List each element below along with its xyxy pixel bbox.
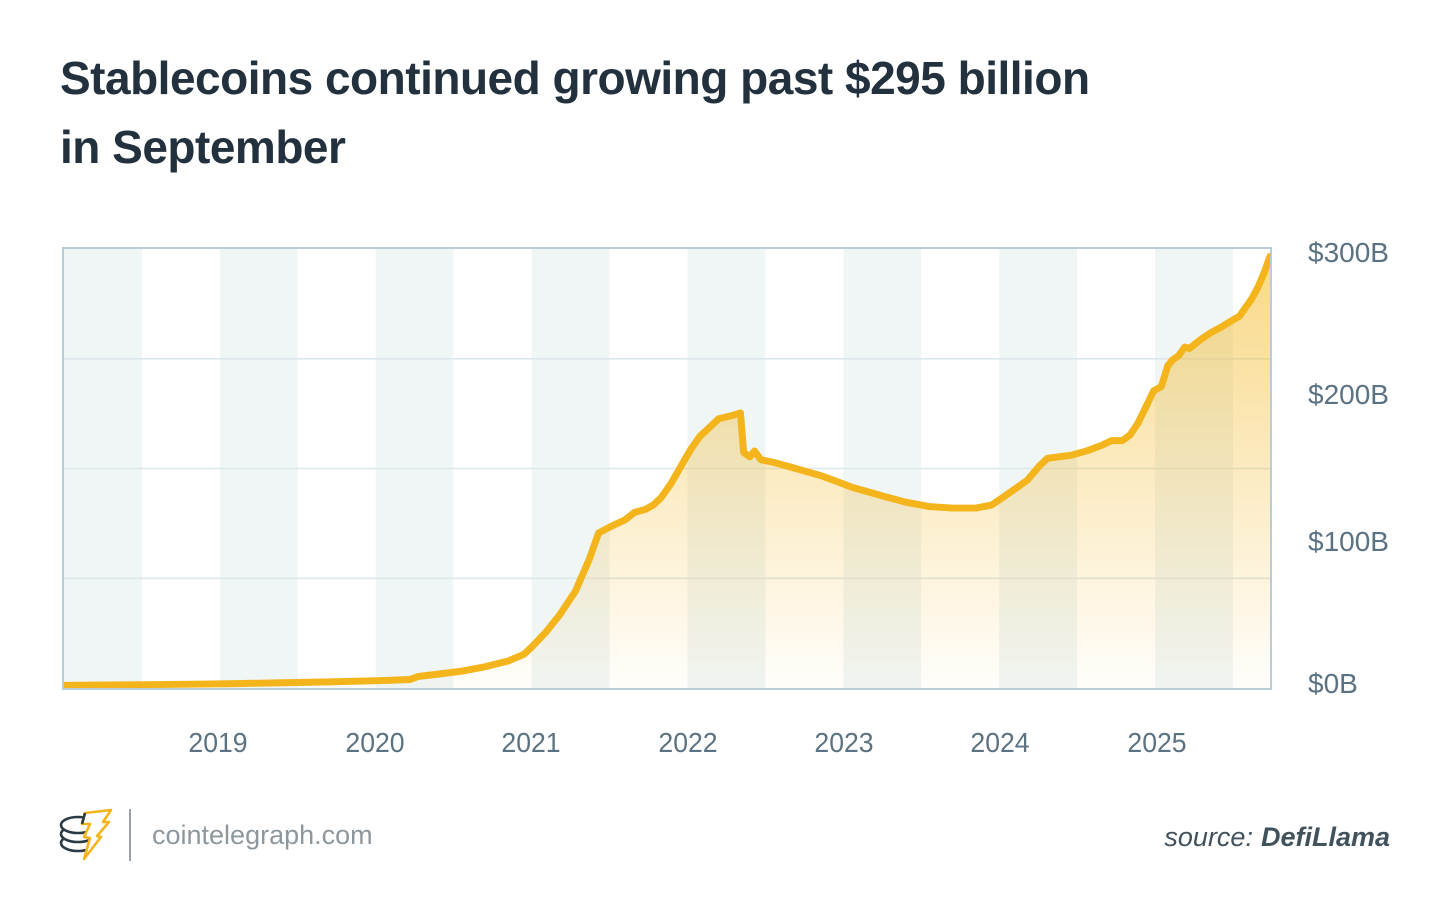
stablecoin-area-fill bbox=[64, 256, 1270, 688]
y-axis-tick: $300B bbox=[1308, 237, 1389, 268]
y-axis-labels: $300B $200B $100B $0B bbox=[1308, 237, 1428, 699]
chart-canvas bbox=[64, 249, 1270, 688]
site-url: cointelegraph.com bbox=[152, 820, 373, 850]
chart-title: Stablecoins continued growing past $295 … bbox=[60, 52, 1090, 173]
source-label: source: bbox=[1164, 822, 1253, 852]
lightning-bolt-icon bbox=[80, 808, 113, 861]
x-axis-tick: 2024 bbox=[970, 727, 1030, 758]
y-axis-tick: $100B bbox=[1308, 526, 1389, 558]
x-axis-tick: 2023 bbox=[814, 727, 874, 758]
cointelegraph-logo-icon bbox=[59, 808, 113, 861]
stablecoin-line bbox=[64, 252, 1270, 688]
x-axis-tick: 2019 bbox=[188, 727, 248, 758]
footer-divider bbox=[129, 809, 131, 861]
x-axis-tick: 2020 bbox=[345, 727, 405, 758]
y-axis-tick: $200B bbox=[1308, 378, 1389, 410]
x-axis-labels: 2019 2020 2021 2022 2023 2024 2025 bbox=[62, 727, 1272, 767]
plot-area bbox=[62, 247, 1272, 690]
x-axis-tick: 2021 bbox=[501, 727, 561, 758]
source-credit: source: DefiLlama bbox=[1164, 822, 1390, 853]
x-axis-tick: 2025 bbox=[1127, 727, 1187, 758]
y-axis-tick: $0B bbox=[1308, 668, 1358, 699]
x-axis-tick: 2022 bbox=[657, 727, 718, 758]
source-name: DefiLlama bbox=[1260, 822, 1390, 852]
